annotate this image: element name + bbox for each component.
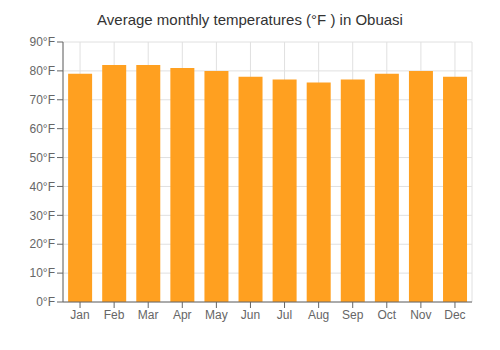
svg-text:70°F: 70°F: [30, 93, 55, 107]
svg-text:Jun: Jun: [241, 308, 260, 322]
svg-text:40°F: 40°F: [30, 180, 55, 194]
svg-text:50°F: 50°F: [30, 151, 55, 165]
svg-text:Jan: Jan: [70, 308, 89, 322]
svg-text:Jul: Jul: [277, 308, 292, 322]
svg-text:Feb: Feb: [104, 308, 125, 322]
svg-text:10°F: 10°F: [30, 266, 55, 280]
html-text:Average monthly temperatures (: Average monthly temperatures (°F ) in Ob…: [97, 11, 403, 28]
svg-text:May: May: [205, 308, 228, 322]
svg-text:Oct: Oct: [377, 308, 396, 322]
svg-text:0°F: 0°F: [36, 295, 55, 309]
svg-text:90°F: 90°F: [30, 35, 55, 49]
svg-text:Dec: Dec: [444, 308, 465, 322]
svg-text:Sep: Sep: [342, 308, 364, 322]
svg-text:Nov: Nov: [410, 308, 431, 322]
svg-text:30°F: 30°F: [30, 209, 55, 223]
svg-text:Aug: Aug: [308, 308, 329, 322]
svg-text:Apr: Apr: [173, 308, 192, 322]
svg-text:20°F: 20°F: [30, 237, 55, 251]
svg-text:80°F: 80°F: [30, 64, 55, 78]
svg-text:Mar: Mar: [138, 308, 159, 322]
svg-text:60°F: 60°F: [30, 122, 55, 136]
